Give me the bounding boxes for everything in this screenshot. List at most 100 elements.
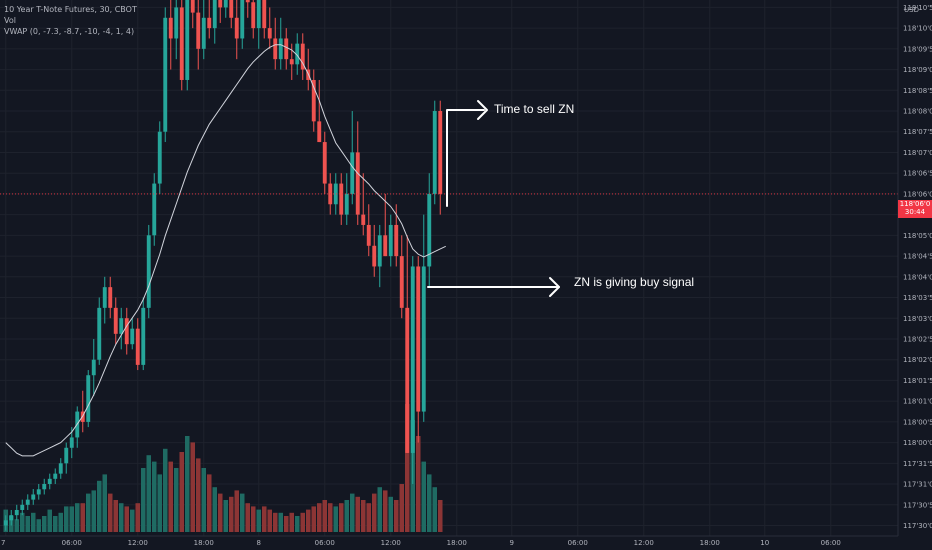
candle-body: [317, 121, 322, 143]
last-price-tag: 118'06'0 30:44: [898, 200, 932, 218]
candle-body: [300, 43, 305, 70]
time-tick-label: 8: [257, 539, 261, 547]
candle-body: [377, 235, 382, 267]
legend-volume[interactable]: Vol: [4, 16, 16, 25]
candle-body: [36, 489, 41, 495]
volume-bar: [64, 506, 69, 532]
annotation-arrows: [427, 100, 560, 297]
candle-body: [284, 38, 289, 60]
volume-bar: [80, 503, 85, 532]
volume-bar: [152, 461, 157, 532]
candle-body: [416, 266, 421, 412]
volume-bar: [306, 509, 311, 532]
legend-vwap[interactable]: VWAP (0, -7.3, -8.7, -10, -4, 1, 4): [4, 27, 135, 36]
volume-bar: [284, 516, 289, 532]
candle-body: [64, 447, 69, 464]
price-tick-label: 117'30'0: [903, 522, 932, 530]
price-tick-label: 118'09'5: [903, 45, 932, 53]
volume-bar: [207, 474, 212, 532]
volume-bar: [58, 512, 63, 532]
volume-bar: [355, 496, 360, 532]
volume-bar: [328, 503, 333, 532]
volume-bar: [218, 493, 223, 532]
volume-bar: [119, 503, 124, 532]
volume-bar: [405, 404, 410, 532]
volume-bar: [223, 500, 228, 532]
legend-symbol[interactable]: 10 Year T-Note Futures, 30, CBOT: [4, 5, 137, 14]
candle-body: [130, 328, 135, 345]
candle-body: [311, 79, 316, 122]
price-tick-label: 118'01'0: [903, 398, 932, 406]
candle-body: [42, 483, 47, 490]
candle-body: [339, 183, 344, 215]
volume-bar: [146, 455, 151, 532]
volume-bar: [295, 516, 300, 532]
candle-body: [344, 193, 349, 215]
volume-bar: [14, 519, 19, 532]
volume-bar: [361, 500, 366, 532]
vwap-line: [5, 44, 446, 457]
volume-bar: [201, 468, 206, 532]
candle-body: [157, 131, 162, 184]
volume-bar: [113, 500, 118, 532]
candle-body: [108, 287, 113, 308]
candle-body: [361, 214, 366, 225]
volume-bar: [108, 493, 113, 532]
volume-bar: [350, 493, 355, 532]
price-tick-label: 118'02'0: [903, 356, 932, 364]
volume-bar: [234, 490, 239, 532]
candle-body: [58, 463, 63, 474]
sell-arrow: [446, 109, 485, 207]
time-tick-label: 06:00: [821, 539, 841, 547]
candle-body: [97, 307, 102, 360]
volume-bar: [212, 487, 217, 532]
volume-bar: [31, 512, 36, 532]
price-tick-label: 117'31'5: [903, 460, 932, 468]
price-tick-label: 118'00'5: [903, 418, 932, 426]
candle-body: [152, 183, 157, 236]
candle-body: [223, 0, 228, 8]
candle-body: [190, 0, 195, 13]
candle-body: [399, 256, 404, 308]
candle-body: [410, 266, 415, 453]
bar-countdown: 30:44: [904, 208, 926, 216]
candle-body: [196, 12, 201, 49]
candle-body: [322, 142, 327, 184]
volume-bar: [53, 516, 58, 532]
time-tick-label: 18:00: [447, 539, 467, 547]
candle-body: [207, 17, 212, 29]
time-tick-label: 18:00: [194, 539, 214, 547]
time-tick-label: 06:00: [568, 539, 588, 547]
price-tick-label: 118'07'0: [903, 149, 932, 157]
volume-bar: [135, 503, 140, 532]
price-tick-label: 118'06'0: [903, 190, 932, 198]
volume-bar: [344, 500, 349, 532]
candle-body: [383, 235, 388, 257]
price-tick-label: 118'07'5: [903, 128, 932, 136]
chart-legend: 10 Year T-Note Futures, 30, CBOT Vol VWA…: [4, 4, 137, 37]
candle-body: [31, 494, 36, 500]
candle-body: [372, 245, 377, 267]
candle-body: [405, 307, 410, 453]
candle-body: [251, 2, 256, 29]
price-tick-label: 118'08'0: [903, 108, 932, 116]
candle-body: [14, 509, 19, 516]
candle-body: [174, 7, 179, 39]
volume-bar: [130, 509, 135, 532]
volume-bar: [256, 509, 261, 532]
price-tick-label: 117'30'5: [903, 501, 932, 509]
volume-bar: [190, 442, 195, 532]
volume-bar: [427, 474, 432, 532]
candle-body: [234, 17, 239, 39]
volume-bar: [339, 503, 344, 532]
volume-bar: [174, 468, 179, 532]
buy-annotation: ZN is giving buy signal: [574, 275, 695, 289]
price-tick-label: 118'03'5: [903, 294, 932, 302]
volume-bar: [383, 490, 388, 532]
volume-bar: [333, 506, 338, 532]
candle-body: [146, 235, 151, 308]
candle-body: [53, 473, 58, 479]
candle-body: [273, 38, 278, 60]
